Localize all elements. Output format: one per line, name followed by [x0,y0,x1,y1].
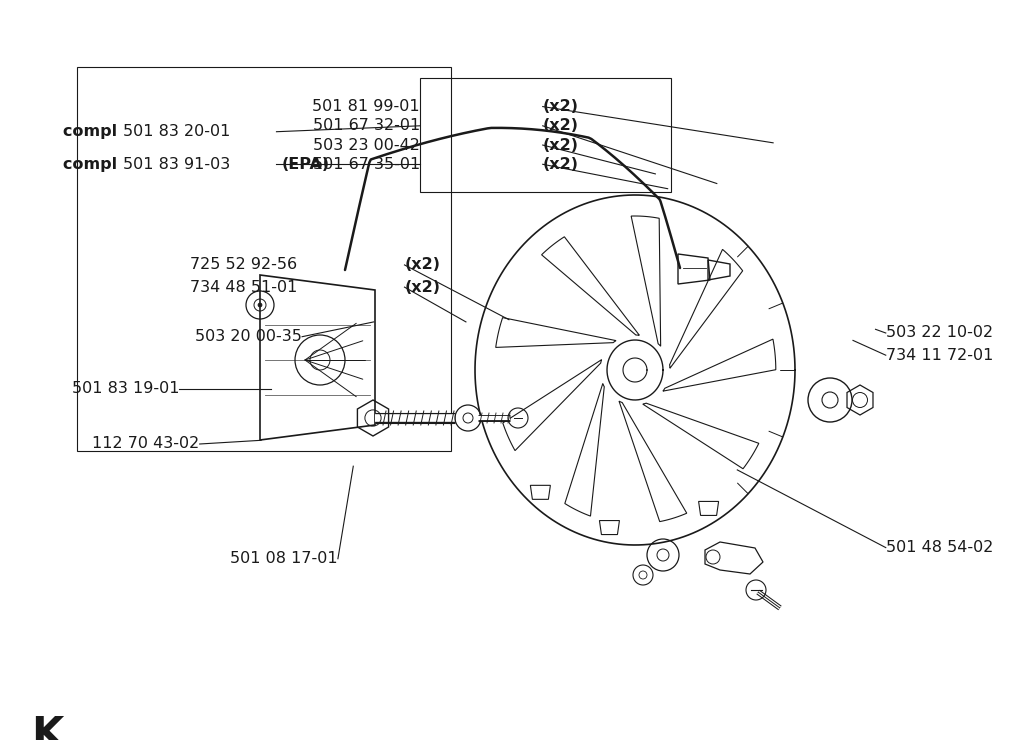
Text: (x2): (x2) [404,258,440,272]
Text: 501 48 54-02: 501 48 54-02 [886,540,993,555]
Text: 503 20 00-35: 503 20 00-35 [196,329,302,344]
Text: (x2): (x2) [404,280,440,295]
Text: 503 22 10-02: 503 22 10-02 [886,326,993,340]
Text: 734 11 72-01: 734 11 72-01 [886,348,993,363]
Text: (x2): (x2) [543,118,579,133]
Text: (x2): (x2) [543,138,579,152]
Text: (x2): (x2) [543,157,579,172]
Text: 501 67 35-01: 501 67 35-01 [312,157,425,172]
Text: (EPA): (EPA) [282,157,330,172]
Text: compl: compl [63,157,123,172]
Bar [77,67,451,451]
Text: 725 52 92-56: 725 52 92-56 [189,258,302,272]
Text: 501 81 99-01: 501 81 99-01 [312,99,425,114]
Text: 501 67 32-01: 501 67 32-01 [312,118,425,133]
Text: (x2): (x2) [543,99,579,114]
Text: 501 83 91-03: 501 83 91-03 [123,157,236,172]
Text: K: K [31,714,63,740]
Circle shape [258,303,262,307]
Text: 112 70 43-02: 112 70 43-02 [92,437,200,451]
Text: 503 23 00-42: 503 23 00-42 [313,138,425,152]
Text: 501 08 17-01: 501 08 17-01 [230,551,338,566]
Text: 501 83 19-01: 501 83 19-01 [72,381,179,396]
Text: 501 83 20-01: 501 83 20-01 [123,124,230,139]
Text: compl: compl [63,124,123,139]
Text: 734 48 51-01: 734 48 51-01 [189,280,302,295]
Bar [420,78,671,192]
